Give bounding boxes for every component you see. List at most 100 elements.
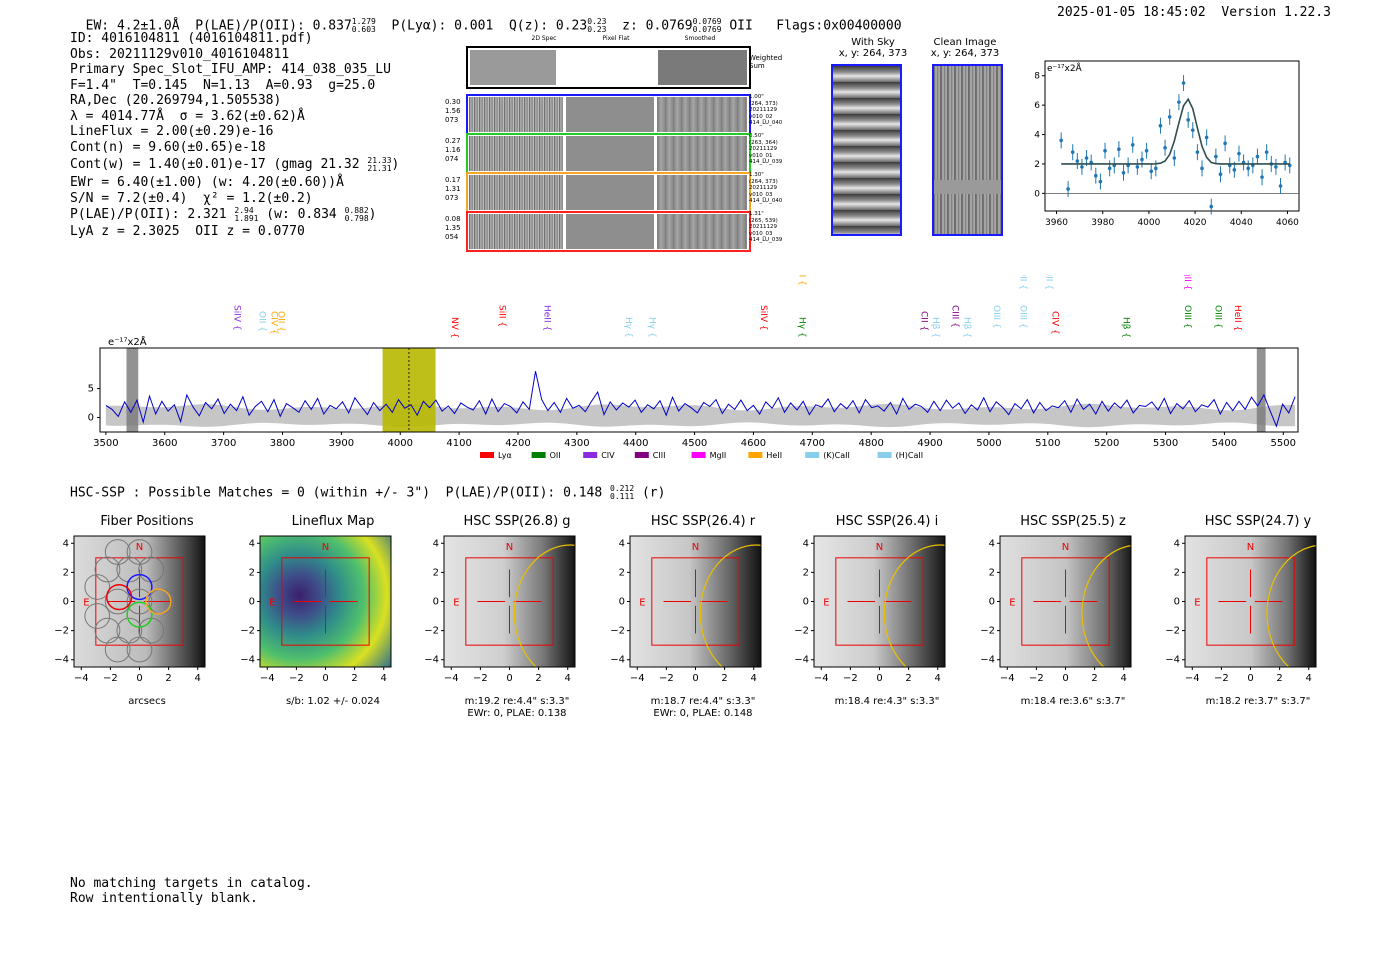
legend-label: (K)CaII bbox=[823, 451, 850, 460]
header-ew: EW: 4.2±1.0Å bbox=[85, 18, 180, 34]
legend-swatch-mgii bbox=[691, 452, 706, 458]
panel-caption-3: m:19.2 re:4.4" s:3.3" bbox=[464, 696, 570, 707]
line-label-text: Hβ { bbox=[961, 317, 971, 338]
panel-image-4: N E −4 −4 −2 −2 0 0 2 2 4 4 bbox=[610, 535, 762, 684]
line-label-text: SiIV { bbox=[758, 305, 768, 331]
full-xtick-label: 4000 bbox=[388, 438, 413, 449]
panel-ytick-label: −4 bbox=[980, 655, 995, 666]
panel-ytick-label: −4 bbox=[610, 655, 625, 666]
full-xtick-label: 3900 bbox=[329, 438, 354, 449]
panel-xtick-label: 2 bbox=[1276, 673, 1282, 684]
fiber-circle bbox=[84, 574, 111, 600]
line-label-hβ: Hβ { bbox=[961, 317, 971, 338]
line-label-text: MgII { bbox=[1182, 275, 1192, 290]
info-lyaz: LyA z = 2.3025 OII z = 0.0770 bbox=[70, 224, 305, 239]
cutout-smoothed-2 bbox=[657, 136, 747, 171]
info-plae: P(LAE)/P(OII): 2.321 2.94 1.891 (w: 0.834… bbox=[70, 206, 399, 224]
panel-bg-fill bbox=[1185, 536, 1316, 667]
panel-aperture-box bbox=[651, 557, 740, 646]
cutout-right-label-1: 1.00" (264, 373) 20211129 v010_02 414_LU… bbox=[749, 94, 783, 126]
panel-galaxy-ellipse bbox=[1081, 544, 1131, 667]
zoom-data-point bbox=[1223, 141, 1227, 146]
panel-aperture-box bbox=[281, 557, 370, 646]
panel-background bbox=[260, 536, 391, 667]
header-qz: Q(z): 0.23 bbox=[508, 18, 588, 34]
spec-cutouts: 2D Spec Pixel Flat Smoothed Weighted Sum… bbox=[445, 33, 785, 258]
panel-caption-4: m:18.7 re:4.4" s:3.3" bbox=[650, 696, 756, 707]
zoom-data-point bbox=[1195, 150, 1200, 154]
col-title-2dspec: 2D Spec bbox=[531, 35, 557, 42]
panel-background bbox=[630, 536, 761, 667]
cutout-row-4 bbox=[466, 211, 751, 252]
panel-title-7: HSC SSP(24.7) y bbox=[1204, 514, 1312, 529]
panel-galaxy-ellipse bbox=[699, 544, 761, 667]
panel-aperture-box bbox=[1206, 557, 1295, 646]
line-label-text: CIII { bbox=[950, 305, 960, 328]
full-xtick-label: 5500 bbox=[1271, 438, 1296, 449]
panel-image-5: N E −4 −4 −2 −2 0 0 2 2 4 4 bbox=[794, 535, 946, 684]
panel-caption-5: m:18.4 re:4.3" s:3.3" bbox=[834, 696, 940, 707]
panel-north-label: N bbox=[1247, 542, 1254, 553]
panel-ytick-label: 0 bbox=[63, 597, 69, 608]
hsc-header-band: (r) bbox=[641, 485, 666, 501]
panel-bg-fill bbox=[1000, 536, 1131, 667]
line-label-text: OIII { bbox=[1182, 305, 1192, 329]
panel-xtick-label: 4 bbox=[1121, 673, 1127, 684]
full-xtick-label: 5100 bbox=[1035, 438, 1060, 449]
legend-label: MgII bbox=[710, 451, 727, 460]
panel-ytick-label: −4 bbox=[424, 655, 439, 666]
full-xtick-label: 4200 bbox=[505, 438, 530, 449]
line-label-text: Hγ { bbox=[796, 317, 806, 338]
zoom-data-point bbox=[1158, 123, 1163, 128]
panel-ytick-label: −4 bbox=[54, 655, 69, 666]
footer-line-2: Row intentionally blank. bbox=[70, 891, 258, 906]
full-masked-region bbox=[1256, 348, 1266, 432]
panel-ytick-label: −4 bbox=[1165, 655, 1180, 666]
full-xtick-label: 4500 bbox=[682, 438, 707, 449]
line-label-nv: NV { bbox=[449, 317, 459, 338]
panel-xtick-label: 0 bbox=[506, 673, 512, 684]
panel-xtick-label: 0 bbox=[1062, 673, 1068, 684]
cutout-right-label-3: 1.30" (264, 373) 20211129 v010_03 414_LU… bbox=[749, 172, 783, 204]
clean-image-title: Clean Image x, y: 264, 373 bbox=[910, 37, 1020, 59]
header-plae-hi: 1.279 bbox=[351, 17, 376, 26]
fiber-circle bbox=[116, 556, 143, 583]
zoom-data-point bbox=[1190, 128, 1195, 132]
line-label-hγ: Hγ { bbox=[623, 317, 633, 338]
zoom-data-point bbox=[1103, 148, 1107, 153]
panel-image-3: N E −4 −4 −2 −2 0 0 2 2 4 4 bbox=[424, 535, 576, 684]
cutout-2dspec-3 bbox=[469, 175, 563, 210]
line-label-text: OIII { bbox=[991, 305, 1001, 329]
zoom-data-point bbox=[1167, 115, 1172, 119]
line-label-siiv: SiIV { bbox=[758, 305, 768, 331]
full-spectrum-chart: 3500 3600 3700 3800 3900 4000 4100 4200 4300 4400… bbox=[88, 275, 1299, 460]
zoom-data-point bbox=[1094, 173, 1098, 178]
cutout-smoothed-4 bbox=[657, 214, 747, 249]
legend-swatch-civ bbox=[583, 452, 598, 458]
line-label-text: HeII { bbox=[542, 305, 552, 331]
info-contw-hi: 21.33 bbox=[367, 155, 392, 165]
zoom-data-point bbox=[1059, 138, 1063, 143]
zoom-xtick-label: 4020 bbox=[1184, 218, 1207, 228]
line-label-oii: OII { bbox=[257, 311, 267, 332]
panel-ytick-label: 4 bbox=[63, 538, 69, 549]
panel-ytick-label: 2 bbox=[619, 567, 625, 578]
weighted-sum-smoothed bbox=[658, 50, 747, 85]
panel-caption-7: m:18.2 re:3.7" s:3.7" bbox=[1205, 696, 1311, 707]
info-ewr: EWr = 6.40(±1.00) (w: 4.20(±0.60))Å bbox=[70, 175, 344, 190]
panel-ytick-label: −4 bbox=[240, 655, 255, 666]
full-xtick-label: 3700 bbox=[211, 438, 236, 449]
panel-bg-fill bbox=[630, 536, 761, 667]
legend-swatch-ciii bbox=[634, 452, 649, 458]
panel-ytick-label: 2 bbox=[63, 567, 69, 578]
zoom-ytick-label: 2 bbox=[1034, 160, 1040, 170]
panel-xtick-label: −4 bbox=[814, 673, 829, 684]
zoom-data-point bbox=[1209, 204, 1214, 209]
panel-background bbox=[444, 536, 575, 667]
line-label-oiii: OIII { bbox=[991, 305, 1001, 329]
panel-image-7: N E −4 −4 −2 −2 0 0 2 2 4 4 bbox=[1165, 535, 1317, 684]
panel-ytick-label: 4 bbox=[803, 538, 809, 549]
line-label-mgii: MgII { bbox=[1182, 275, 1192, 290]
full-ylabel: e⁻¹⁷x2Å bbox=[108, 335, 147, 348]
panel-xtick-label: −2 bbox=[289, 673, 304, 684]
